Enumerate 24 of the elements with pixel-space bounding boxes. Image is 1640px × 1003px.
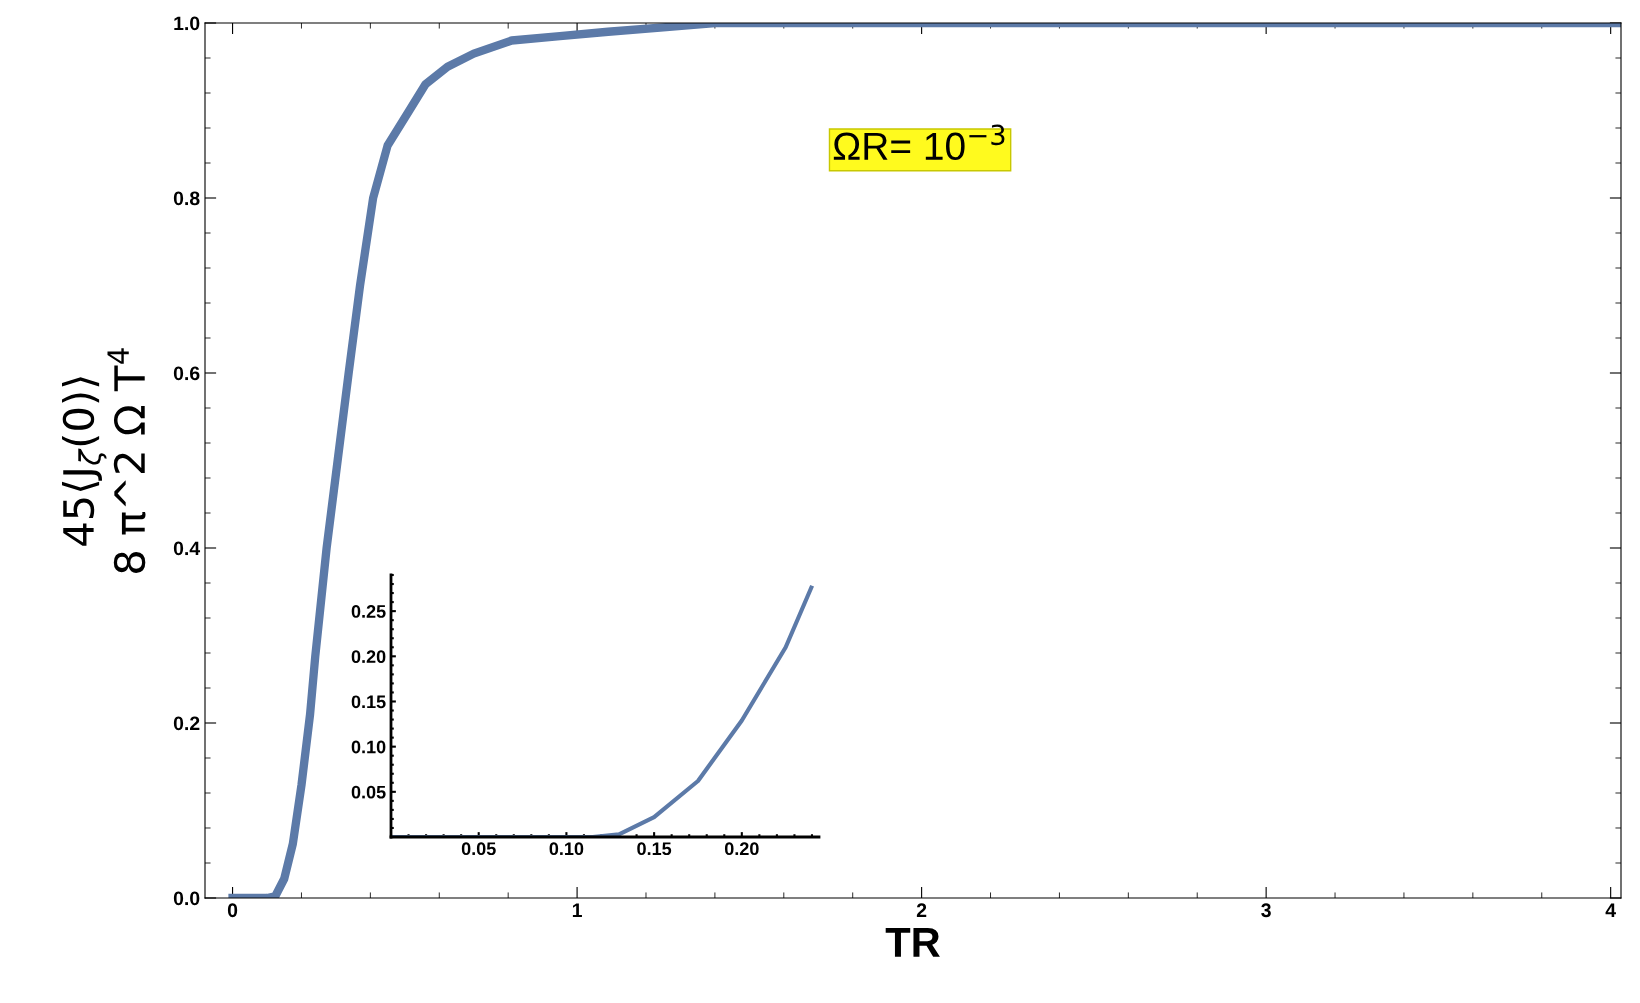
y-tick-label: 0.20 xyxy=(351,650,386,664)
y-tick-label: 0.15 xyxy=(351,695,386,709)
x-tick-label: 3 xyxy=(1261,903,1271,918)
y-tick-label: 1.0 xyxy=(174,16,200,31)
y-tick-label: 0.25 xyxy=(351,605,386,618)
y-tick-label: 0.4 xyxy=(173,541,201,556)
x-tick-label: 0.15 xyxy=(637,842,672,856)
y-tick-label: 0.05 xyxy=(351,785,386,799)
y-tick-label: 0.6 xyxy=(173,366,200,381)
x-tick-label: 0.05 xyxy=(461,842,496,856)
y-tick-label: 0.0 xyxy=(173,891,200,906)
x-axis-title: TR xyxy=(885,928,940,957)
y-tick-label: 0.2 xyxy=(173,716,200,731)
y-axis-title: 45⟨J$_{ζ}$(0)⟩ 8 π^2 Ω T$^{4}$ xyxy=(62,348,146,573)
x-tick-label: 2 xyxy=(916,903,927,917)
x-tick-label: 4 xyxy=(1605,903,1616,917)
y-tick-label: 0.10 xyxy=(351,740,386,754)
line-series xyxy=(391,585,814,837)
annotation: ΩR= 10$^{−3}$ xyxy=(833,124,1005,161)
x-tick-label: 1 xyxy=(572,903,582,917)
x-tick-label: 0 xyxy=(227,903,238,918)
x-tick-label: 0.10 xyxy=(549,842,584,856)
x-tick-label: 0.20 xyxy=(724,842,759,856)
y-tick-label: 0.8 xyxy=(173,191,200,206)
